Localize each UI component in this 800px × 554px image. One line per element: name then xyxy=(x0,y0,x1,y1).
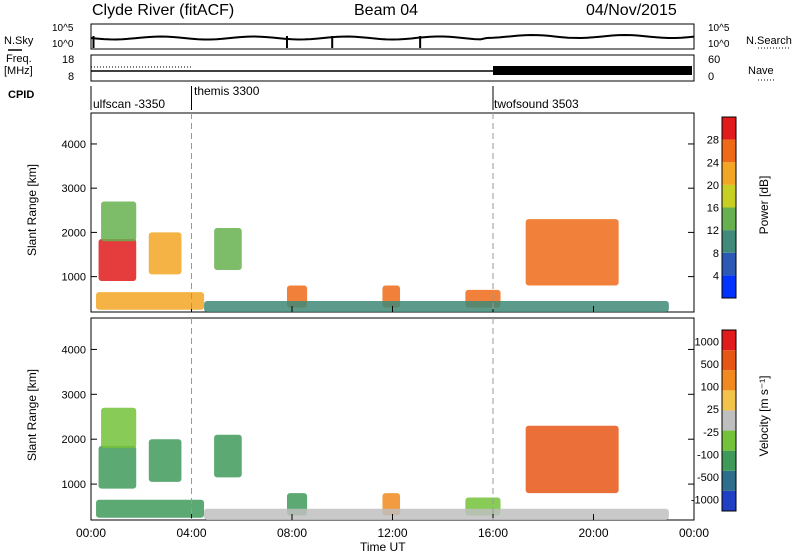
velocity-ytick-label-0: 1000 xyxy=(62,479,86,491)
cpid-label: CPID xyxy=(8,89,35,101)
power-ytick-label-2: 3000 xyxy=(62,183,86,195)
power-ylabel: Slant Range [km] xyxy=(25,163,39,257)
power-colorbar-tick-5: 24 xyxy=(707,157,719,169)
velocity-colorbar-segment-2 xyxy=(722,450,736,471)
velocity-colorbar-tick-0: 1000 xyxy=(695,336,719,348)
power-colorbar-label: Power [dB] xyxy=(757,175,771,235)
power-colorbar-segment-6 xyxy=(722,139,736,163)
power-colorbar-tick-2: 12 xyxy=(707,225,719,237)
velocity-colorbar-tick-1: 500 xyxy=(701,359,719,371)
cpid-segment-2: themis 3300 xyxy=(194,84,260,98)
velocity-echo-region-3 xyxy=(214,434,242,478)
power-colorbar-tick-6: 28 xyxy=(707,135,719,147)
nave-tick-top: 60 xyxy=(708,54,721,66)
velocity-colorbar-segment-7 xyxy=(722,350,736,371)
power-colorbar-tick-4: 20 xyxy=(707,180,719,192)
freq-tick-bottom: 8 xyxy=(68,71,75,83)
nsky-label: N.Sky xyxy=(4,35,34,47)
power-echo-region-2 xyxy=(148,232,182,275)
velocity-colorbar-tick-3: 25 xyxy=(707,404,719,416)
noise-panel-frame xyxy=(90,23,695,50)
velocity-colorbar-label: Velocity [m s⁻¹] xyxy=(757,375,771,457)
nsky-trace xyxy=(90,33,695,41)
nsearch-tick-top: 10^5 xyxy=(708,23,730,34)
power-colorbar-segment-7 xyxy=(722,117,736,140)
freq-label: Freq. xyxy=(6,53,32,65)
nsearch-label: N.Search xyxy=(746,35,792,47)
velocity-colorbar-tick-2: 100 xyxy=(701,382,719,394)
power-colorbar-tick-3: 16 xyxy=(707,203,719,215)
power-echo-region-0 xyxy=(98,239,137,282)
nsearch-tick-bottom: 10^0 xyxy=(708,39,730,50)
x-tick-label-0: 00:00 xyxy=(76,526,106,540)
velocity-colorbar-segment-6 xyxy=(722,370,736,391)
cpid-segment-1: ulfscan -3350 xyxy=(93,97,166,111)
power-echo-region-3 xyxy=(214,227,242,270)
velocity-echo-region-8 xyxy=(525,425,619,494)
power-colorbar-frame xyxy=(721,116,737,299)
power-ytick-label-0: 1000 xyxy=(62,272,86,284)
x-tick-label-2: 08:00 xyxy=(277,526,307,540)
freq-unit-label: [MHz] xyxy=(4,65,33,77)
x-tick-label-3: 12:00 xyxy=(377,526,407,540)
freq-tick-top: 18 xyxy=(62,54,75,66)
freq-trace-b xyxy=(493,66,692,75)
power-echo-region-1 xyxy=(101,201,137,242)
x-tick-label-5: 20:00 xyxy=(578,526,608,540)
power-echo-region-4 xyxy=(96,292,205,310)
velocity-ytick-label-3: 4000 xyxy=(62,344,86,356)
velocity-echo-region-1 xyxy=(101,407,137,449)
x-tick-label-1: 04:00 xyxy=(176,526,206,540)
velocity-colorbar-segment-5 xyxy=(722,390,736,411)
power-colorbar-segment-2 xyxy=(722,230,736,253)
date-title: 04/Nov/2015 xyxy=(586,2,677,19)
nave-label: Nave xyxy=(748,65,774,77)
x-axis-title: Time UT xyxy=(360,540,406,554)
velocity-echo-region-2 xyxy=(148,439,182,482)
power-echo-region-8 xyxy=(525,219,619,286)
nsky-tick-top: 10^5 xyxy=(52,23,74,34)
power-colorbar-segment-3 xyxy=(722,207,736,231)
nsky-tick-bottom: 10^0 xyxy=(52,39,74,50)
nave-tick-bottom: 0 xyxy=(708,71,715,83)
velocity-colorbar-tick-4: -25 xyxy=(703,427,719,439)
velocity-colorbar-segment-3 xyxy=(722,430,736,451)
power-colorbar-segment-0 xyxy=(722,275,736,298)
velocity-colorbar-tick-6: -500 xyxy=(697,472,719,484)
power-colorbar-tick-1: 8 xyxy=(713,248,719,260)
power-colorbar-segment-4 xyxy=(722,184,736,208)
freq-panel-frame xyxy=(90,54,695,82)
cpid-segment-3: twofsound 3503 xyxy=(494,97,579,111)
velocity-echo-region-9 xyxy=(204,508,669,520)
velocity-colorbar-tick-7: -1000 xyxy=(691,495,719,507)
x-tick-label-4: 16:00 xyxy=(478,526,508,540)
power-echo-region-9 xyxy=(204,300,669,312)
velocity-ytick-label-2: 3000 xyxy=(62,389,86,401)
velocity-ylabel: Slant Range [km] xyxy=(25,368,39,462)
power-ytick-label-1: 2000 xyxy=(62,227,86,239)
velocity-colorbar-segment-8 xyxy=(722,330,736,351)
velocity-echo-region-4 xyxy=(96,499,205,518)
beam-title: Beam 04 xyxy=(354,2,419,19)
velocity-colorbar-segment-0 xyxy=(722,490,736,511)
velocity-echo-region-0 xyxy=(98,445,137,489)
velocity-ytick-label-1: 2000 xyxy=(62,434,86,446)
velocity-colorbar-segment-1 xyxy=(722,470,736,491)
velocity-colorbar-frame xyxy=(721,329,737,512)
velocity-colorbar-segment-4 xyxy=(722,410,736,431)
velocity-colorbar-tick-5: -100 xyxy=(697,449,719,461)
power-colorbar-tick-0: 4 xyxy=(713,270,719,282)
power-ytick-label-3: 4000 xyxy=(62,139,86,151)
power-colorbar-segment-5 xyxy=(722,162,736,185)
x-tick-label-6: 00:00 xyxy=(679,526,709,540)
station-title: Clyde River (fitACF) xyxy=(92,2,235,19)
power-colorbar-segment-1 xyxy=(722,252,736,276)
